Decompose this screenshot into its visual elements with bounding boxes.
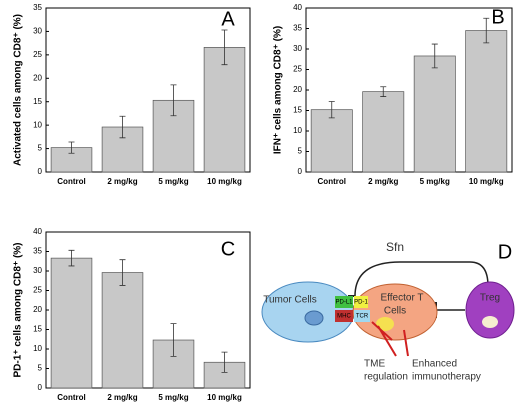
y-tick-label: 5 [38, 144, 43, 153]
y-tick-label: 40 [293, 3, 302, 12]
tme-label: regulation [364, 372, 408, 383]
error-bar [328, 101, 335, 119]
error-bar [119, 115, 126, 139]
tumor-label: Tumor Cells [263, 295, 317, 306]
x-tick-label: 10 mg/kg [207, 393, 242, 402]
error-bar [380, 86, 387, 97]
bar [310, 109, 353, 173]
y-tick-label: 0 [298, 167, 303, 176]
pd1-label: PD-1 [354, 300, 368, 306]
y-tick-label: 15 [33, 325, 42, 334]
plot-frame [45, 7, 251, 173]
panel-letter: B [491, 6, 504, 28]
bar [413, 55, 456, 173]
y-tick-label: 30 [293, 44, 302, 53]
error-bar [431, 43, 438, 69]
nucleus [482, 316, 498, 328]
error-bar [68, 249, 75, 267]
panel-letter: A [221, 8, 235, 30]
error-bar [119, 259, 126, 286]
nucleus [304, 310, 324, 326]
x-tick-label: 10 mg/kg [207, 177, 242, 186]
y-tick-label: 10 [33, 120, 42, 129]
error-bar [483, 17, 490, 44]
diagram: Sfn Tumor Cells Effector T Cells Treg PD… [261, 240, 515, 383]
error-bar [221, 351, 228, 373]
y-tick-label: 10 [293, 126, 302, 135]
bar [465, 30, 508, 173]
y-axis-label: Activated cells among CD8⁺ (%) [13, 14, 24, 166]
y-tick-label: 40 [33, 227, 42, 236]
chart: 0 5 10 15 20 25 30 35 40 IFN⁺ cells among CD8⁺ (%… [273, 3, 513, 186]
y-tick-label: 30 [33, 266, 42, 275]
x-tick-label: 2 mg/kg [107, 177, 137, 186]
pd1-box [354, 296, 368, 308]
chart: 0 5 10 15 20 25 30 35 Activated cells among CD8⁺… [13, 3, 251, 186]
x-tick-label: 10 mg/kg [469, 177, 504, 186]
y-axis-label: IFN⁺ cells among CD8⁺ (%) [273, 26, 284, 154]
treg-label: Treg [480, 293, 500, 304]
panel-letter: D [498, 241, 512, 263]
y-tick-label: 0 [38, 167, 43, 176]
y-tick-label: 5 [298, 147, 303, 156]
x-tick-label: 2 mg/kg [107, 393, 137, 402]
y-tick-label: 25 [33, 50, 42, 59]
pdl1-box [335, 296, 353, 308]
enhanced-label: Enhanced [412, 359, 457, 370]
x-tick-label: Control [57, 393, 85, 402]
y-tick-label: 0 [38, 383, 43, 392]
y-tick-label: 5 [38, 364, 43, 373]
bar [203, 47, 246, 173]
y-axis-label: PD-1⁺ cells among CD8⁺ (%) [13, 242, 24, 377]
x-tick-label: Control [57, 177, 85, 186]
bar [50, 257, 93, 389]
panel-letter: C [221, 238, 235, 260]
y-tick-label: 35 [33, 3, 42, 12]
tme-label: TME [364, 359, 385, 370]
x-tick-label: 5 mg/kg [420, 177, 450, 186]
y-tick-label: 30 [33, 27, 42, 36]
effector-label: Effector T [381, 293, 424, 304]
tcr-box [354, 310, 370, 322]
error-bar [170, 84, 177, 117]
y-tick-label: 20 [33, 73, 42, 82]
y-tick-label: 20 [293, 85, 302, 94]
x-tick-label: Control [318, 177, 346, 186]
bar [101, 272, 144, 389]
tcr-label: TCR [356, 314, 369, 320]
error-bar [170, 323, 177, 357]
error-bar [68, 141, 75, 154]
y-tick-label: 35 [33, 247, 42, 256]
mhc-box [335, 310, 353, 322]
bar [362, 91, 405, 173]
y-tick-label: 15 [33, 97, 42, 106]
x-tick-label: 5 mg/kg [158, 177, 188, 186]
effector-label: Cells [384, 306, 406, 317]
x-tick-label: 2 mg/kg [368, 177, 398, 186]
error-bar [221, 29, 228, 66]
chart: 0 5 10 15 20 25 30 35 40 PD-1⁺ cells among CD8⁺ (… [13, 227, 251, 402]
nucleus [376, 317, 394, 331]
treg-cell [465, 281, 515, 339]
y-tick-label: 15 [293, 106, 302, 115]
y-tick-label: 10 [33, 344, 42, 353]
y-tick-label: 25 [293, 65, 302, 74]
y-tick-label: 35 [293, 24, 302, 33]
sfn-label: Sfn [386, 240, 404, 254]
y-tick-label: 20 [33, 305, 42, 314]
x-tick-label: 5 mg/kg [158, 393, 188, 402]
enhanced-label: immunotherapy [412, 372, 481, 383]
sfn-arc [354, 261, 489, 297]
y-tick-label: 25 [33, 286, 42, 295]
mhc-label: MHC [337, 314, 351, 320]
pdl1-label: PD-L1 [335, 300, 353, 306]
arrows [371, 321, 409, 357]
